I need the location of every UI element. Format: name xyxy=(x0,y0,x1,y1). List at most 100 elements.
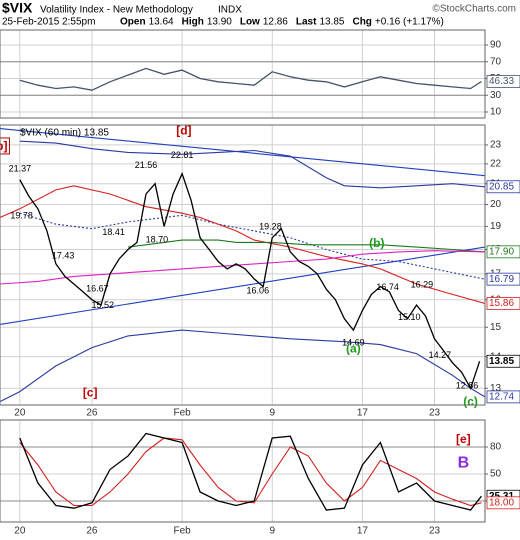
date: 25-Feb-2015 2:55pm xyxy=(2,17,95,28)
value-tag-box xyxy=(486,390,520,404)
point-label: 21.37 xyxy=(9,164,32,174)
point-label: 16.67 xyxy=(86,284,109,294)
annotation: [c] xyxy=(83,385,98,399)
annotation-box xyxy=(0,137,10,155)
x-tick-label: 20 xyxy=(14,408,26,419)
exchange: INDX xyxy=(218,5,242,16)
plot: 21.37 19.78 21.56 22.81 18.41 18.70 17.43 16.67… xyxy=(0,125,485,405)
title: Volatility Index - New Methodology xyxy=(40,5,193,16)
y-tick-label: 13 xyxy=(490,383,502,394)
series-line xyxy=(19,140,485,189)
y-tick-label: 19 xyxy=(490,221,502,232)
value-tag: 12.74 xyxy=(489,392,514,403)
x-tick-label: 23 xyxy=(429,526,441,537)
y-tick-label: 23 xyxy=(490,140,502,151)
series-line xyxy=(127,239,485,253)
value-tag-box xyxy=(486,496,520,510)
quote-label: Last xyxy=(296,17,317,28)
y-tick-label: 90 xyxy=(490,40,502,51)
quote-label: Open xyxy=(120,17,146,28)
value-tag: 16.79 xyxy=(489,274,514,285)
panel-frame xyxy=(0,29,486,119)
point-label: 21.56 xyxy=(135,160,158,170)
y-tick-label: 10 xyxy=(490,107,502,118)
point-label: 22.81 xyxy=(171,150,194,160)
value-tag: 18.00 xyxy=(489,497,514,508)
annotation: [d] xyxy=(176,123,191,137)
series-line xyxy=(0,185,485,305)
y-tick-label: 20 xyxy=(490,199,502,210)
plot xyxy=(0,30,485,118)
quote-label: High xyxy=(182,17,204,28)
quote-value: 13.90 xyxy=(207,17,232,28)
value-tag: 15.86 xyxy=(489,298,514,309)
annotation: b] xyxy=(0,139,7,153)
annotation: (a) xyxy=(346,341,361,355)
x-tick-label: Feb xyxy=(173,526,191,537)
x-tick-label: 26 xyxy=(86,408,98,419)
quote-value: 13.64 xyxy=(149,17,174,28)
point-label: 16.74 xyxy=(376,282,399,292)
value-tag: 17.90 xyxy=(489,246,514,257)
value-tag-box xyxy=(486,245,520,259)
x-tick-label: 26 xyxy=(86,526,98,537)
series-line xyxy=(0,250,485,285)
quote-value: 13.85 xyxy=(319,17,344,28)
x-tick-label: 9 xyxy=(269,526,275,537)
series-line xyxy=(19,67,482,91)
point-label: 16.29 xyxy=(411,279,434,289)
series-line xyxy=(0,128,485,177)
annotation: [e] xyxy=(456,432,471,446)
y-tick-label: 30 xyxy=(490,90,502,101)
annotation: (c) xyxy=(463,394,478,408)
point-label: 18.41 xyxy=(102,227,125,237)
x-tick-label: 20 xyxy=(14,526,26,537)
x-tick-label: 9 xyxy=(269,408,275,419)
y-tick-label: 80 xyxy=(490,442,502,453)
value-tag: 25.31 xyxy=(489,491,514,502)
x-tick-label: Feb xyxy=(173,408,191,419)
series-line xyxy=(0,246,485,325)
point-label: 18.70 xyxy=(146,235,169,245)
quote-value: +0.16 (+1.17%) xyxy=(375,17,444,28)
value-tag: 20.85 xyxy=(489,181,514,192)
symbol: $VIX xyxy=(2,0,33,16)
point-label: 17.43 xyxy=(52,251,75,261)
y-tick-label: 70 xyxy=(490,56,502,67)
value-tag-box xyxy=(486,354,520,368)
point-label: 15.52 xyxy=(92,300,115,310)
plot xyxy=(0,420,485,522)
point-label: 15.10 xyxy=(398,312,421,322)
quote-value: 12.86 xyxy=(263,17,288,28)
quote-label: Low xyxy=(240,17,260,28)
point-label: 12.86 xyxy=(456,380,479,390)
value-tag: 46.33 xyxy=(489,76,514,87)
copyright: ©StockCharts.com xyxy=(432,4,516,15)
point-label: 19.28 xyxy=(259,222,282,232)
x-tick-label: 17 xyxy=(357,408,369,419)
point-label: 14.69 xyxy=(342,338,365,348)
series-line xyxy=(0,329,485,403)
quote-label: Chg xyxy=(352,17,371,28)
x-tick-label: 23 xyxy=(429,408,441,419)
annotation: (b) xyxy=(369,236,384,250)
series-line xyxy=(19,437,482,507)
y-tick-label: 22 xyxy=(490,159,502,170)
y-tick-label: 15 xyxy=(490,322,502,333)
x-tick-label: 17 xyxy=(357,526,369,537)
point-label: 14.27 xyxy=(429,350,452,360)
value-tag-box xyxy=(486,297,520,310)
y-tick-label: 50 xyxy=(490,469,502,480)
value-tag-box xyxy=(486,180,520,194)
annotation: B xyxy=(458,454,470,471)
value-tag-box xyxy=(486,75,520,88)
series-line xyxy=(19,432,482,511)
legend: $VIX (60 min) 13.85 xyxy=(20,128,109,139)
value-tag-box xyxy=(486,272,520,286)
panel-frame xyxy=(0,124,486,406)
series-line xyxy=(19,171,481,390)
point-label: 19.78 xyxy=(10,211,33,221)
